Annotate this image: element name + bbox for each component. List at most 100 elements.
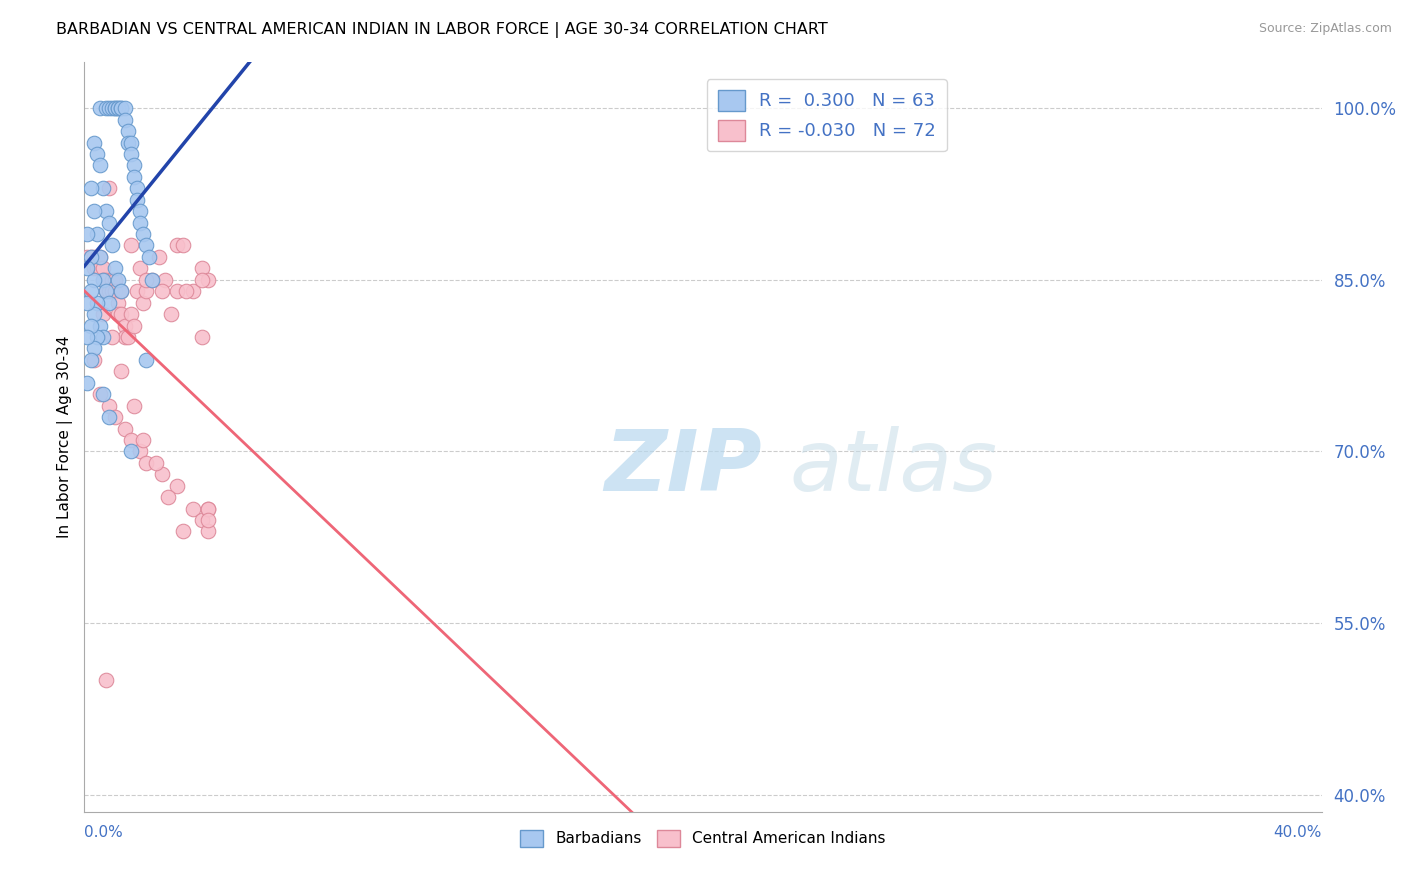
Point [86,295,108,310]
Point [86,227,108,241]
Point [86,147,108,161]
Point [132,433,155,447]
Point [104,273,127,287]
Point [135,284,157,298]
Point [98,181,121,195]
Point [94,284,117,298]
Point [89,158,111,172]
Point [98,284,121,298]
Point [166,479,188,493]
Point [91,330,114,344]
Point [191,261,214,276]
Point [114,330,136,344]
Point [117,330,139,344]
Text: 40.0%: 40.0% [1274,825,1322,840]
Point [98,295,121,310]
Point [197,513,219,527]
Point [120,147,142,161]
Point [79,284,101,298]
Point [114,112,136,127]
Point [129,216,152,230]
Point [104,284,127,298]
Point [110,307,132,321]
Point [76,261,98,276]
Point [91,387,114,401]
Point [191,330,214,344]
Point [172,524,194,539]
Point [98,216,121,230]
Point [125,284,148,298]
Point [79,250,101,264]
Point [89,318,111,333]
Point [79,181,101,195]
Text: 0.0%: 0.0% [84,825,124,840]
Point [110,284,132,298]
Point [176,284,198,298]
Point [79,318,101,333]
Point [94,673,117,688]
Point [129,261,152,276]
Point [94,273,117,287]
Point [197,501,219,516]
Point [110,101,132,115]
Point [83,307,105,321]
Point [91,181,114,195]
Point [120,444,142,458]
Point [107,101,129,115]
Legend: Barbadians, Central American Indians: Barbadians, Central American Indians [515,824,891,853]
Point [76,295,98,310]
Point [86,330,108,344]
Point [114,101,136,115]
Point [98,399,121,413]
Point [76,376,98,390]
Point [120,136,142,150]
Point [98,410,121,425]
Point [141,273,163,287]
Point [76,330,98,344]
Point [107,295,129,310]
Point [181,284,204,298]
Point [110,284,132,298]
Point [94,284,117,298]
Point [98,101,121,115]
Point [122,399,145,413]
Point [120,433,142,447]
Point [101,238,124,252]
Point [135,456,157,470]
Point [153,273,176,287]
Point [89,250,111,264]
Point [148,250,170,264]
Point [156,490,179,504]
Point [86,261,108,276]
Point [135,238,157,252]
Point [91,273,114,287]
Point [101,330,124,344]
Text: Source: ZipAtlas.com: Source: ZipAtlas.com [1258,22,1392,36]
Point [114,318,136,333]
Point [94,204,117,219]
Point [89,261,111,276]
Point [104,101,127,115]
Point [132,227,155,241]
Point [104,410,127,425]
Point [166,284,188,298]
Point [150,284,173,298]
Point [166,238,188,252]
Point [83,250,105,264]
Y-axis label: In Labor Force | Age 30-34: In Labor Force | Age 30-34 [58,335,73,539]
Point [91,273,114,287]
Point [125,193,148,207]
Point [114,421,136,435]
Point [89,250,111,264]
Point [101,284,124,298]
Point [117,136,139,150]
Point [172,238,194,252]
Point [135,273,157,287]
Point [122,158,145,172]
Point [76,227,98,241]
Point [138,250,160,264]
Point [197,273,219,287]
Point [135,352,157,367]
Point [107,307,129,321]
Point [104,261,127,276]
